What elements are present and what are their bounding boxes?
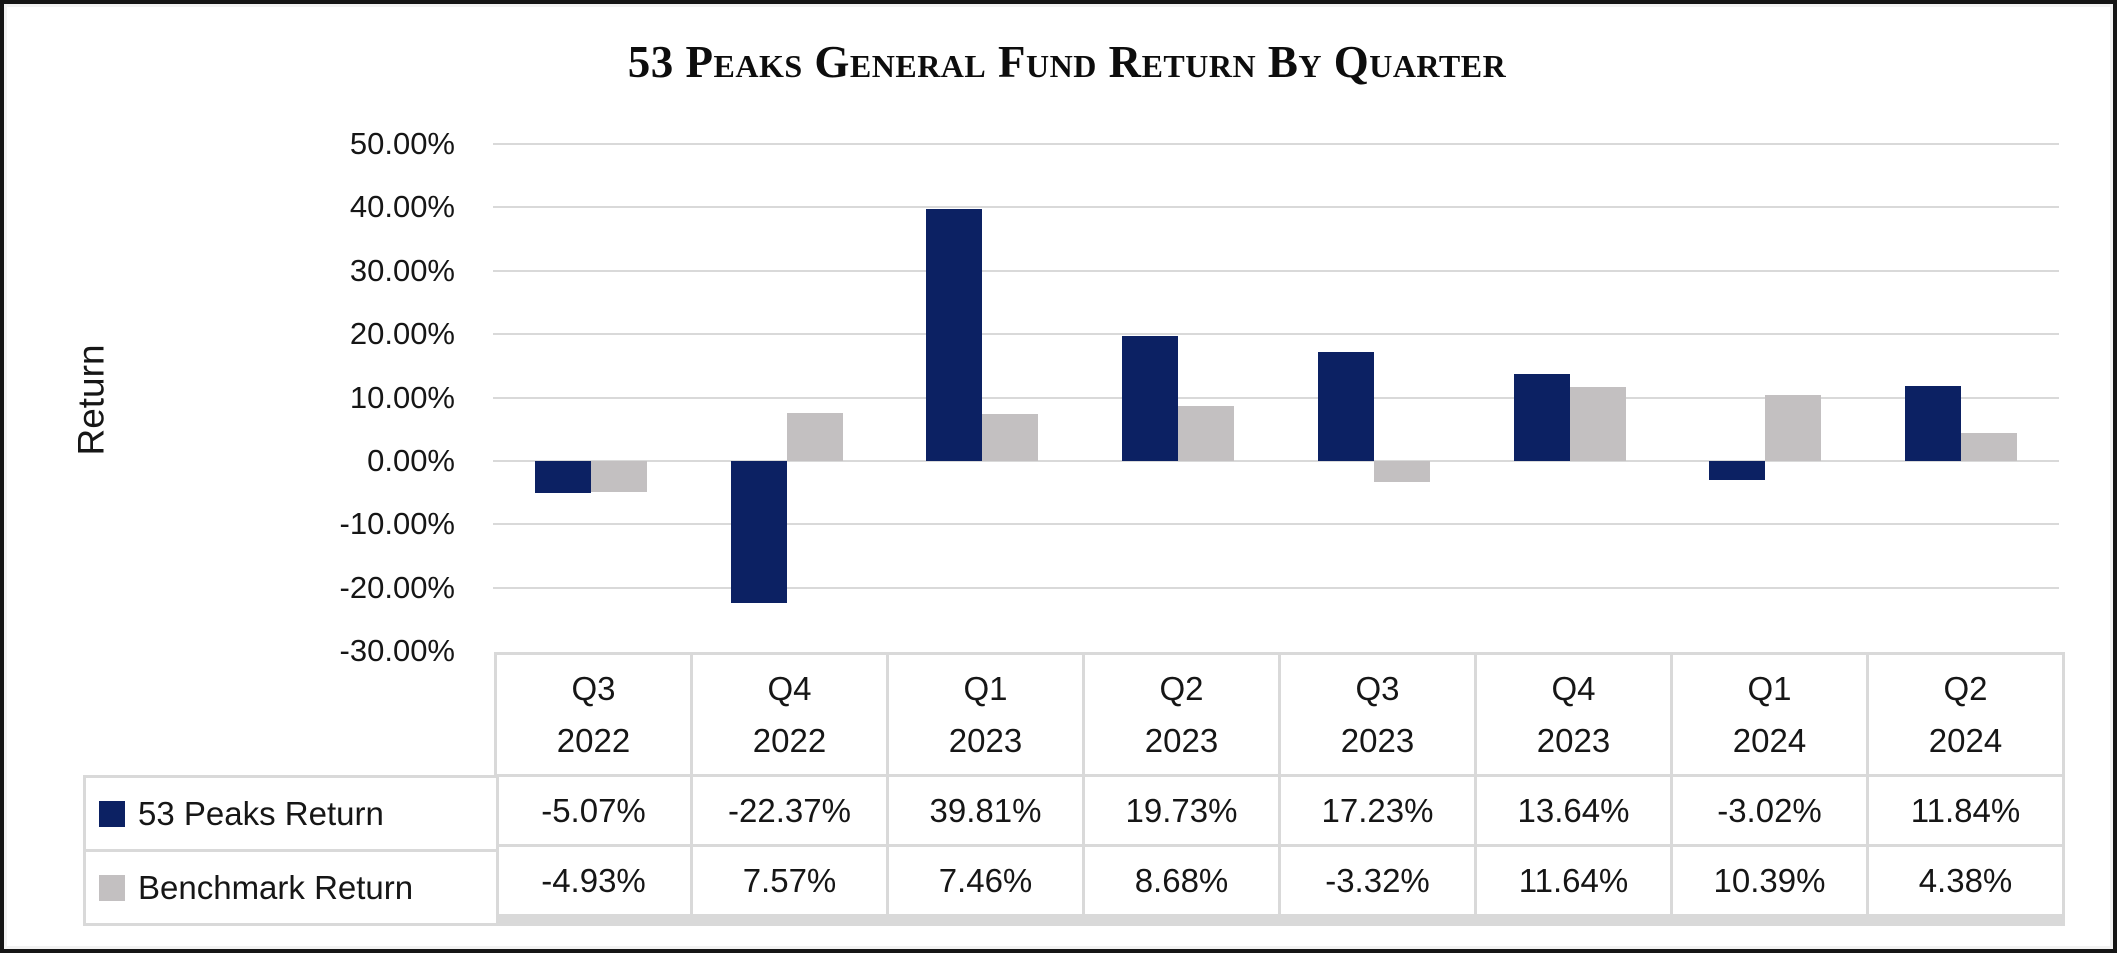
- header-quarter: Q3: [571, 669, 616, 707]
- table-value-cell: 7.46%: [889, 847, 1082, 914]
- bar-53-peaks-return-q2-2024: [1905, 385, 1962, 461]
- header-quarter: Q4: [1551, 669, 1596, 707]
- table-header-cell: Q3 2022: [497, 655, 690, 774]
- bar-53-peaks-return-q3-2023: [1317, 351, 1374, 461]
- y-tick-label: -20.00%: [339, 569, 455, 605]
- bar-53-peaks-return-q3-2022: [534, 460, 591, 493]
- data-table: Q3 2022 Q4 2022 Q1 2023 Q2 2023 Q3 2023 Q4 2023 Q1 20…: [494, 652, 2065, 926]
- table-value-cell: 39.81%: [889, 777, 1082, 844]
- legend-swatch-icon: [99, 874, 125, 901]
- bar-benchmark-return-q3-2022: [590, 460, 647, 493]
- bar-53-peaks-return-q4-2022: [730, 460, 787, 603]
- table-value-cell: 4.38%: [1869, 847, 2062, 914]
- gridline: [493, 206, 2059, 209]
- table-header-cell: Q2 2023: [1085, 655, 1278, 774]
- table-value-cell: 7.57%: [693, 847, 886, 914]
- bar-benchmark-return-q1-2024: [1765, 395, 1822, 461]
- bar-benchmark-return-q2-2024: [1961, 433, 2018, 461]
- header-quarter: Q1: [1747, 669, 1792, 707]
- table-value-cell: -22.37%: [693, 777, 886, 844]
- table-header-cell: Q4 2023: [1477, 655, 1670, 774]
- legend-swatch-icon: [99, 800, 125, 827]
- header-year: 2024: [1732, 721, 1807, 759]
- table-header-cell: Q2 2024: [1869, 655, 2062, 774]
- gridline: [493, 459, 2059, 462]
- y-tick-label: -10.00%: [339, 506, 455, 542]
- table-value-cell: -3.02%: [1673, 777, 1866, 844]
- bar-benchmark-return-q2-2023: [1178, 405, 1235, 461]
- y-axis-title-text: Return: [71, 344, 112, 456]
- y-tick-label: -30.00%: [339, 633, 455, 668]
- y-tick-label: 30.00%: [349, 252, 455, 288]
- table-value-cell: 13.64%: [1477, 777, 1670, 844]
- bar-53-peaks-return-q2-2023: [1122, 335, 1179, 461]
- table-value-cell: 11.64%: [1477, 847, 1670, 914]
- y-tick-label: 40.00%: [349, 189, 455, 225]
- header-year: 2022: [752, 721, 827, 759]
- bar-benchmark-return-q3-2023: [1373, 460, 1430, 482]
- y-tick-label: 50.00%: [349, 126, 455, 161]
- gridline: [493, 586, 2059, 589]
- bar-benchmark-return-q4-2022: [786, 412, 843, 461]
- header-year: 2023: [1536, 721, 1611, 759]
- y-tick-label: 10.00%: [349, 379, 455, 415]
- gridline: [493, 396, 2059, 399]
- table-header-cell: Q4 2022: [693, 655, 886, 774]
- gridline: [493, 523, 2059, 526]
- table-header-cell: Q1 2023: [889, 655, 1082, 774]
- chart-title: 53 Peaks General Fund Return By Quarter: [627, 37, 1507, 87]
- bar-benchmark-return-q1-2023: [982, 413, 1039, 461]
- header-quarter: Q2: [1159, 669, 1204, 707]
- plot-area: [493, 143, 2059, 651]
- gridline: [493, 269, 2059, 272]
- table-value-cell: -4.93%: [497, 847, 690, 914]
- header-quarter: Q4: [767, 669, 812, 707]
- header-year: 2022: [556, 721, 631, 759]
- table-header-cell: Q1 2024: [1673, 655, 1866, 774]
- table-header-cell: Q3 2023: [1281, 655, 1474, 774]
- y-tick-label: 20.00%: [349, 316, 455, 352]
- header-year: 2023: [948, 721, 1023, 759]
- legend-row: 53 Peaks Return: [86, 778, 496, 849]
- legend-table: 53 Peaks Return Benchmark Return: [83, 775, 499, 926]
- table-value-cell: 19.73%: [1085, 777, 1278, 844]
- y-tick-label: 0.00%: [367, 442, 455, 478]
- header-year: 2023: [1340, 721, 1415, 759]
- bar-benchmark-return-q4-2023: [1569, 387, 1626, 461]
- header-quarter: Q2: [1943, 669, 1988, 707]
- bar-53-peaks-return-q1-2023: [926, 208, 983, 461]
- header-quarter: Q1: [963, 669, 1008, 707]
- y-axis-title: Return: [61, 250, 123, 550]
- legend-label: 53 Peaks Return: [138, 794, 384, 832]
- gridline: [493, 143, 2059, 145]
- bar-53-peaks-return-q4-2023: [1513, 374, 1570, 461]
- table-value-cell: -5.07%: [497, 777, 690, 844]
- legend-label: Benchmark Return: [138, 868, 414, 906]
- header-quarter: Q3: [1355, 669, 1400, 707]
- table-value-cell: 17.23%: [1281, 777, 1474, 844]
- header-year: 2024: [1928, 721, 2003, 759]
- legend-row: Benchmark Return: [86, 852, 496, 923]
- table-value-cell: 11.84%: [1869, 777, 2062, 844]
- table-value-cell: 10.39%: [1673, 847, 1866, 914]
- table-value-cell: -3.32%: [1281, 847, 1474, 914]
- bar-53-peaks-return-q1-2024: [1709, 460, 1766, 480]
- gridline: [493, 333, 2059, 336]
- header-year: 2023: [1144, 721, 1219, 759]
- table-value-cell: 8.68%: [1085, 847, 1278, 914]
